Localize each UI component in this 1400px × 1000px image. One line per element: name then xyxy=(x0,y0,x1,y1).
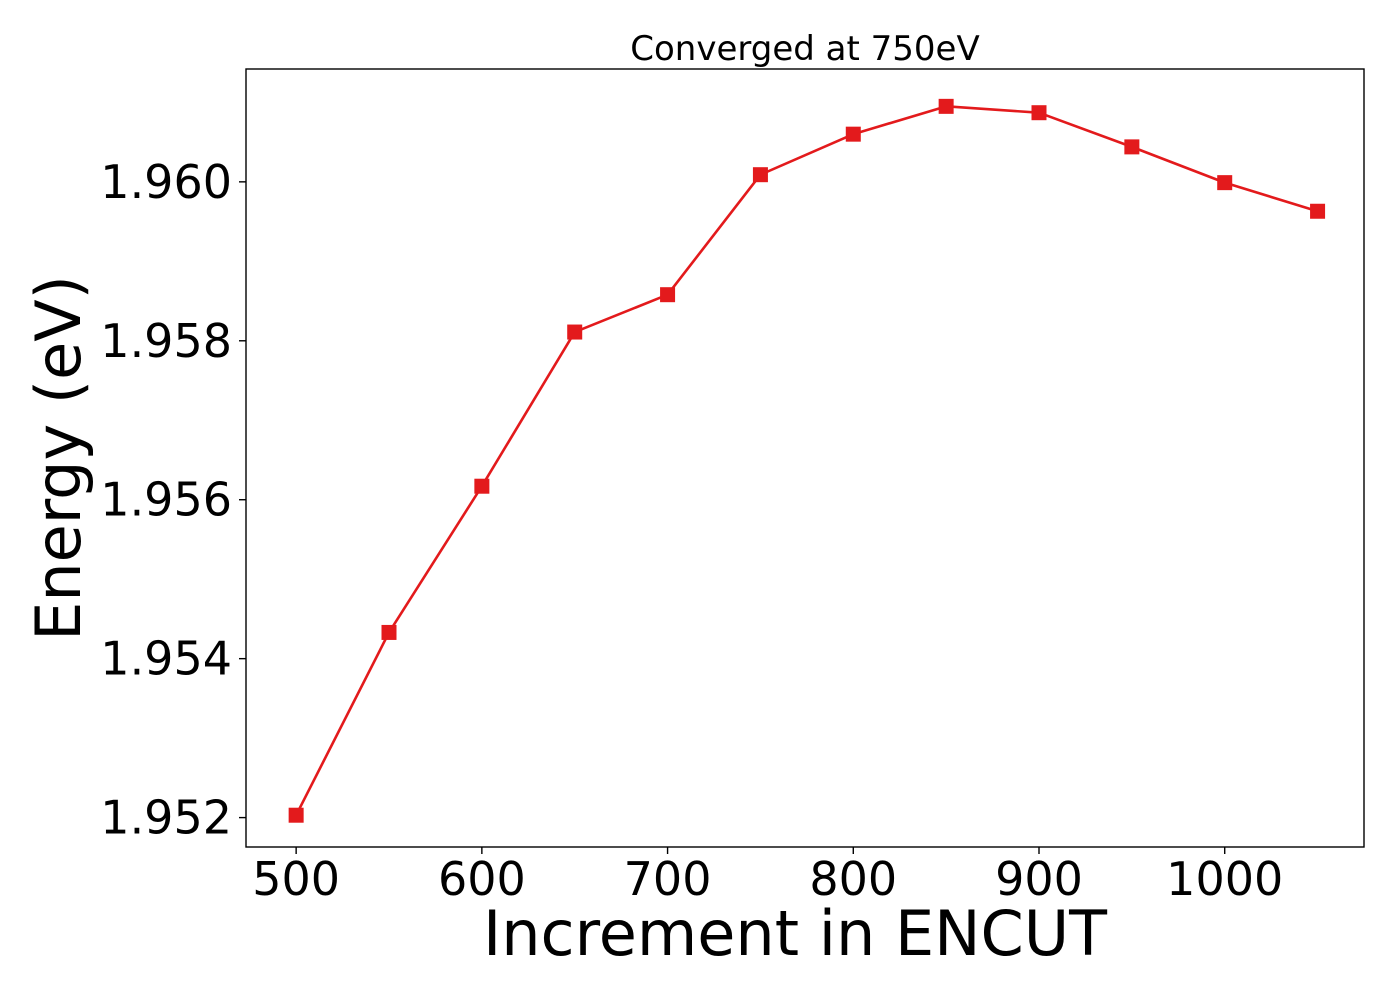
x-axis: 500 600 700 800 900 1000 xyxy=(252,847,1283,906)
data-point xyxy=(845,126,861,142)
data-point xyxy=(1217,175,1233,191)
data-point xyxy=(474,478,490,494)
x-tick-label: 1000 xyxy=(1166,852,1283,906)
series-layer xyxy=(288,98,1326,823)
y-tick-label: 1.954 xyxy=(100,632,232,686)
data-point xyxy=(660,287,676,303)
data-point xyxy=(567,324,583,340)
data-point xyxy=(288,807,304,823)
data-point xyxy=(938,98,954,114)
x-tick-label: 700 xyxy=(624,852,712,906)
data-point xyxy=(752,167,768,183)
data-point xyxy=(381,624,397,640)
y-tick-label: 1.952 xyxy=(100,791,232,845)
plot-frame xyxy=(245,68,1365,848)
data-point xyxy=(1124,139,1140,155)
y-tick-label: 1.956 xyxy=(100,473,232,527)
x-tick-label: 800 xyxy=(809,852,897,906)
y-axis: 1.952 1.954 1.956 1.958 1.960 xyxy=(100,155,246,845)
y-tick-label: 1.958 xyxy=(100,314,232,368)
x-tick-label: 600 xyxy=(438,852,526,906)
data-point xyxy=(1031,105,1047,121)
x-tick-label: 900 xyxy=(995,852,1083,906)
data-point xyxy=(1310,203,1326,219)
y-tick-label: 1.960 xyxy=(100,155,232,209)
series-line xyxy=(294,105,1318,816)
x-tick-label: 500 xyxy=(252,852,340,906)
y-axis-label: Energy (eV) xyxy=(22,275,95,641)
chart-title: Converged at 750eV xyxy=(630,29,979,69)
x-axis-label: Increment in ENCUT xyxy=(483,897,1108,970)
